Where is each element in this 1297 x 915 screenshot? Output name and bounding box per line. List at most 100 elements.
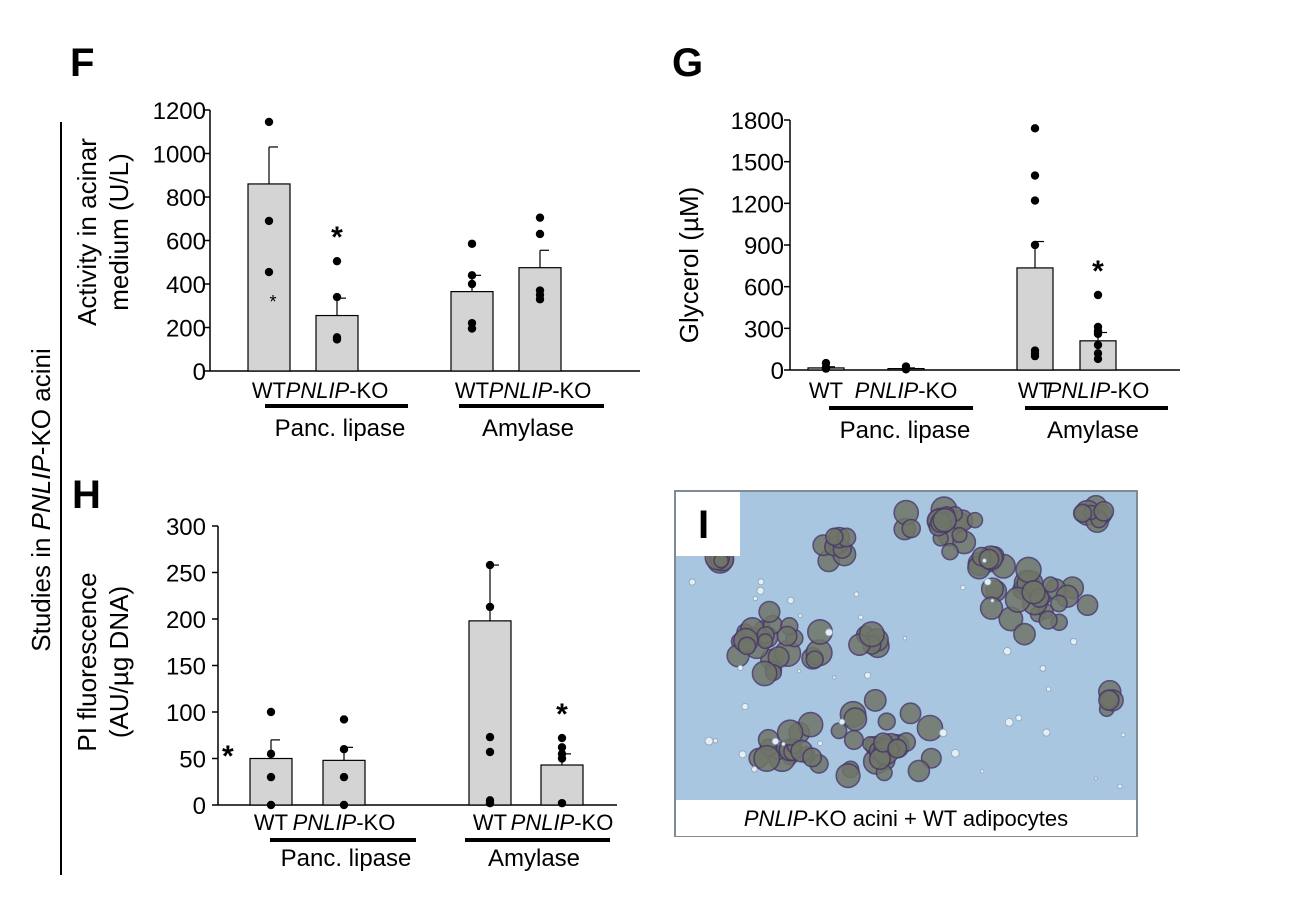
acinar-cell	[825, 527, 844, 547]
panel-h-data-point	[557, 754, 567, 763]
acinar-cell	[1013, 622, 1036, 646]
debris-particle	[757, 578, 765, 586]
acinar-cell	[979, 596, 1004, 620]
panel-g-y-tick-label: 900	[744, 233, 784, 260]
panel-h-chart: H PI fluorescence (AU/µg DNA) * 0 50 100 15…	[72, 473, 617, 872]
panel-f-y-tick-label: 1200	[153, 98, 206, 125]
acinar-cell	[843, 707, 868, 732]
debris-particle	[1120, 732, 1126, 738]
debris-particle	[738, 750, 747, 759]
panel-h-group-label: Amylase	[488, 845, 580, 872]
panel-h-bar	[322, 759, 366, 806]
panel-h-bar	[468, 620, 512, 806]
panel-h-data-point	[485, 732, 495, 742]
panel-g-data-point	[821, 364, 831, 373]
panel-g-ylabel: Glycerol (µM)	[674, 187, 704, 344]
panel-f-bar	[518, 267, 562, 372]
panel-f-category-label: WT	[252, 378, 286, 403]
panel-i-micrograph: I PNLIP-KO acini + WT adipocytes	[674, 490, 1138, 837]
panel-g-label: G	[672, 41, 703, 85]
acinar-cell	[1072, 503, 1093, 523]
acinar-cell	[1098, 689, 1120, 711]
panel-g-data-point	[1030, 240, 1040, 250]
acinar-cell	[932, 507, 957, 533]
debris-particle	[838, 718, 846, 726]
debris-particle	[1094, 776, 1098, 781]
panel-h-category-label: WT	[254, 810, 288, 835]
acinar-cell	[966, 511, 984, 529]
debris-particle	[752, 595, 758, 602]
panel-g-data-point	[1030, 196, 1040, 205]
panel-h-data-point	[339, 715, 349, 724]
panel-h-ylabel: PI fluorescence	[72, 572, 102, 751]
debris-particle	[817, 740, 823, 747]
debris-particle	[756, 586, 765, 595]
panel-f-y-tick-label: 1000	[153, 142, 206, 169]
panel-g-significance-star: *	[1092, 255, 1104, 288]
panel-h-y-tick-label: 100	[166, 700, 206, 727]
panel-h-data-point	[485, 747, 495, 757]
panel-g-data-point	[1030, 124, 1040, 133]
panel-g-y-tick-label: 1200	[731, 191, 784, 218]
debris-particle	[1117, 783, 1123, 789]
panel-g-category-label: PNLIP-KO	[1047, 378, 1150, 403]
debris-particle	[939, 728, 948, 738]
panel-g-data-point	[1093, 290, 1103, 300]
panel-f-data-point	[264, 267, 274, 277]
acinar-cell	[737, 636, 757, 656]
acinar-cell	[757, 633, 774, 650]
acinar-cell	[1021, 579, 1046, 605]
debris-particle	[751, 766, 758, 773]
micrograph-label-box	[676, 492, 740, 556]
acinar-cell	[887, 738, 908, 759]
panel-f-y-tick-label: 400	[166, 272, 206, 299]
acinar-cell	[776, 625, 798, 647]
panel-g-y-tick-label: 600	[744, 275, 784, 302]
acinar-cell	[877, 712, 896, 731]
acinar-cell	[901, 518, 922, 539]
panel-h-data-point	[485, 560, 495, 570]
debris-particle	[688, 578, 696, 586]
micrograph-caption: PNLIP-KO acini + WT adipocytes	[744, 806, 1068, 831]
panel-h-data-point	[557, 798, 567, 808]
debris-particle	[980, 769, 985, 774]
panel-f-data-point	[332, 335, 342, 344]
panel-f-y-tick-label: 0	[193, 359, 206, 386]
debris-particle	[1039, 665, 1047, 672]
panel-f-data-point	[535, 229, 545, 239]
panel-f-ylabel-2: medium (U/L)	[104, 153, 134, 310]
debris-particle	[832, 675, 837, 680]
panel-g-data-point	[1030, 171, 1040, 180]
debris-particle	[771, 737, 780, 746]
panel-h-data-point	[266, 707, 276, 717]
micrograph-label: I	[698, 503, 709, 547]
panel-g-chart: G Glycerol (µM) 0 300 600 900 1200 1500 1800 WT…	[672, 41, 1180, 444]
debris-particle	[712, 738, 719, 744]
side-label: Studies in PNLIP-KO acini	[26, 348, 56, 651]
acinar-cell	[1076, 594, 1099, 617]
panel-f-y-tick-label: 800	[166, 185, 206, 212]
panel-f-bar	[247, 183, 291, 372]
panel-f-category-label: PNLIP-KO	[286, 378, 389, 403]
debris-particle	[990, 598, 995, 603]
acinar-cell	[951, 526, 968, 544]
acinar-cell	[978, 548, 1000, 570]
panel-h-data-point	[266, 749, 276, 759]
panel-f-data-point	[535, 213, 545, 222]
panel-f-group-label: Panc. lipase	[275, 415, 406, 442]
acinar-cell	[916, 714, 944, 742]
panel-h-left-star: *	[222, 740, 234, 773]
panel-g-category-label: WT	[809, 378, 843, 403]
debris-particle	[797, 613, 803, 619]
acinar-cell	[776, 719, 804, 746]
panel-f-data-point	[264, 216, 274, 226]
panel-h-data-point	[485, 602, 495, 612]
panel-h-data-point	[557, 743, 567, 752]
panel-f-data-point	[467, 279, 477, 289]
micrograph-frame	[674, 490, 1138, 837]
panel-h-data-point	[557, 733, 567, 743]
panel-h-data-point	[485, 798, 495, 808]
panel-g-group-label: Panc. lipase	[840, 417, 971, 444]
debris-particle	[853, 591, 860, 598]
panel-f-data-point	[467, 239, 477, 248]
